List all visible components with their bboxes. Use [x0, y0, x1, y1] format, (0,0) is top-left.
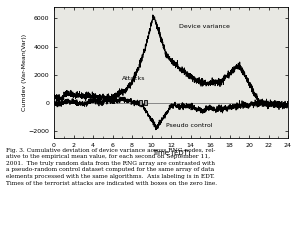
- X-axis label: Time (EDT): Time (EDT): [152, 149, 190, 156]
- Text: Pseudo control: Pseudo control: [166, 123, 213, 128]
- Y-axis label: Cumdev (Var-Mean(Var)): Cumdev (Var-Mean(Var)): [22, 34, 27, 111]
- Bar: [139, 100, 142, 105]
- Text: Device variance: Device variance: [179, 24, 230, 29]
- Text: Fig. 3. Cumulative deviation of device variance across RNG nodes, rel-
ative to : Fig. 3. Cumulative deviation of device v…: [6, 148, 217, 186]
- Bar: [144, 100, 147, 105]
- Text: Attacks: Attacks: [122, 76, 146, 81]
